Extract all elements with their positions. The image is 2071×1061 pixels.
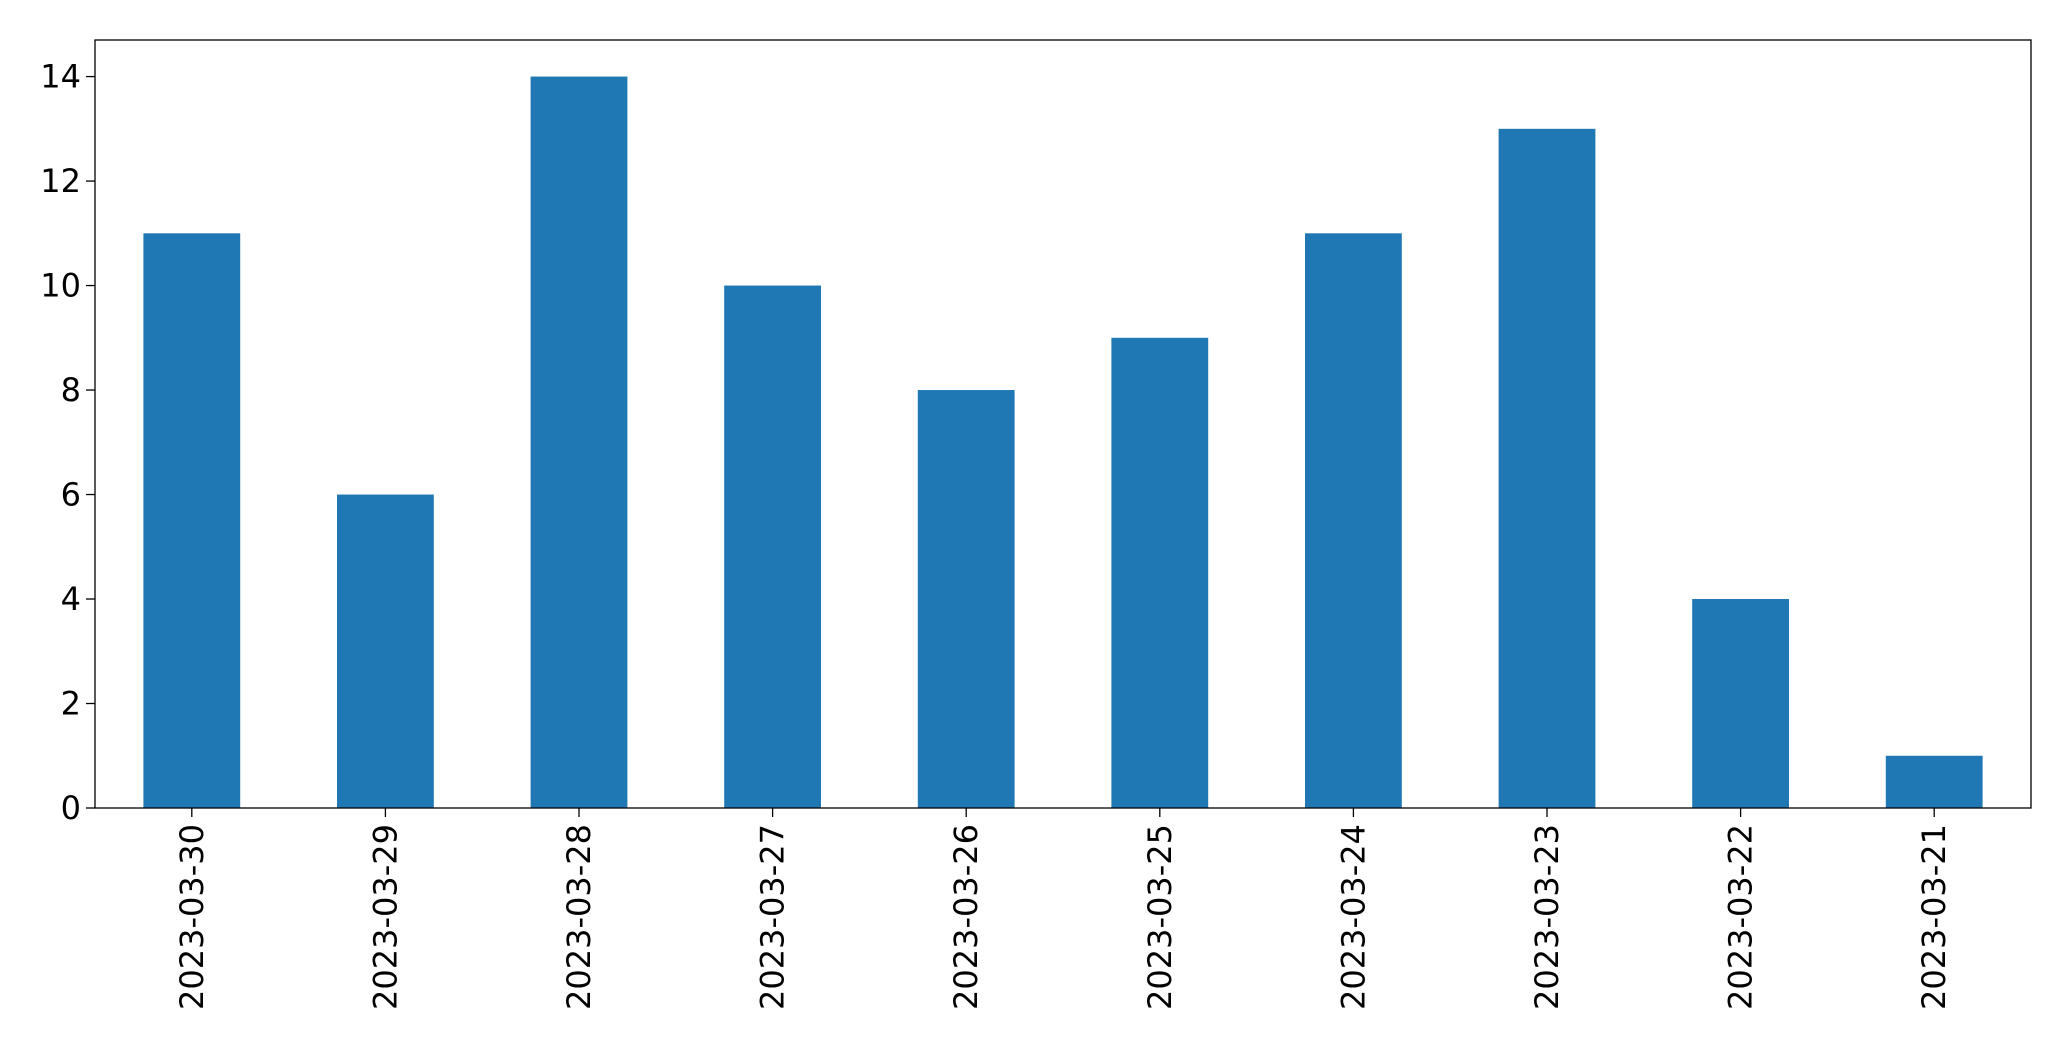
x-tick-label: 2023-03-26 — [947, 824, 985, 1010]
x-tick-label: 2023-03-27 — [754, 824, 792, 1010]
bar — [1885, 755, 1983, 808]
plot-frame — [94, 39, 2032, 809]
bar — [724, 285, 821, 808]
x-tick-label: 2023-03-24 — [1334, 824, 1372, 1010]
bar — [337, 494, 434, 808]
bar — [917, 390, 1015, 808]
x-tick-label: 2023-03-23 — [1528, 824, 1566, 1010]
bar — [143, 233, 241, 808]
x-tick-label: 2023-03-28 — [560, 824, 598, 1010]
x-tick-label: 2023-03-30 — [173, 824, 211, 1010]
y-tick-label: 14 — [40, 58, 81, 96]
x-tick-label: 2023-03-29 — [366, 824, 404, 1010]
y-tick-label: 10 — [40, 267, 81, 305]
bar — [1498, 128, 1596, 808]
x-tick-label: 2023-03-25 — [1141, 824, 1179, 1010]
bar — [1305, 233, 1402, 808]
bar — [1111, 337, 1209, 808]
y-tick-label: 2 — [61, 685, 81, 723]
x-tick-label: 2023-03-21 — [1915, 824, 1953, 1010]
bar — [530, 76, 628, 809]
y-tick-label: 8 — [61, 371, 81, 409]
y-tick-label: 12 — [40, 162, 81, 200]
y-tick-label: 4 — [61, 580, 81, 618]
y-tick-label: 6 — [61, 476, 81, 514]
bar — [1692, 599, 1789, 808]
y-tick-label: 0 — [61, 789, 81, 827]
x-tick-label: 2023-03-22 — [1722, 824, 1760, 1010]
